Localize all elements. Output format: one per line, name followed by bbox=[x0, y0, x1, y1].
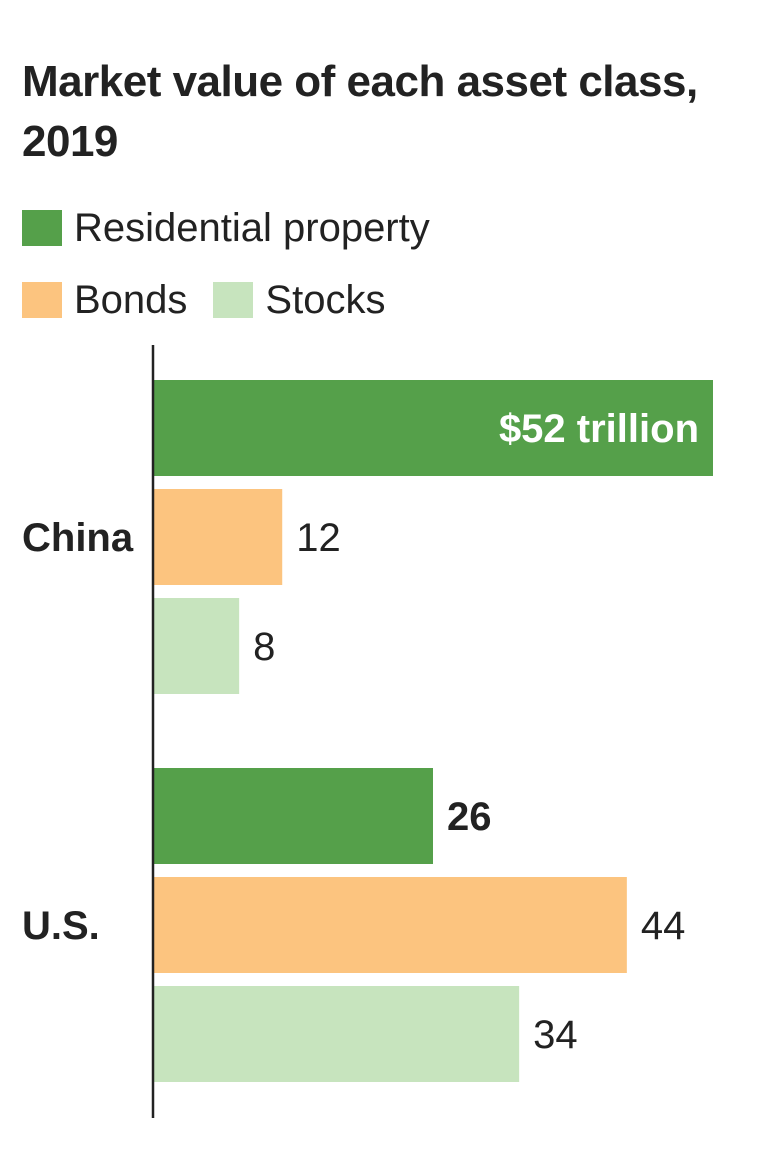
data-label-china-stocks: 8 bbox=[253, 625, 275, 669]
legend-swatch-bonds bbox=[22, 282, 62, 318]
data-label-us-stocks: 34 bbox=[533, 1013, 578, 1057]
chart-title: Market value of each asset class, 2019 bbox=[22, 57, 698, 166]
legend-swatch-residential bbox=[22, 210, 62, 246]
legend-item-bonds: Bonds bbox=[22, 278, 187, 323]
legend-item-stocks: Stocks bbox=[213, 278, 385, 323]
bar-china-stocks bbox=[153, 598, 240, 694]
bar-china-residential bbox=[153, 380, 713, 476]
legend-label-stocks: Stocks bbox=[265, 277, 386, 322]
data-label-china-residential: $52 trillion bbox=[499, 407, 699, 451]
data-label-us-residential: 26 bbox=[447, 795, 492, 839]
data-label-china-bonds: 12 bbox=[296, 516, 341, 560]
legend-item-residential: Residential property bbox=[22, 206, 430, 251]
legend-swatch-stocks bbox=[213, 282, 254, 318]
data-label-us-bonds: 44 bbox=[641, 904, 686, 948]
legend-row-1: Residential property bbox=[22, 206, 456, 251]
bar-us-residential bbox=[153, 768, 433, 864]
category-label-china: China bbox=[22, 516, 134, 560]
legend-row-2: Bonds Stocks bbox=[22, 278, 411, 323]
category-label-us: U.S. bbox=[22, 904, 100, 948]
legend-label-residential: Residential property bbox=[74, 205, 430, 250]
bar-us-stocks bbox=[153, 986, 520, 1082]
bar-china-bonds bbox=[153, 489, 283, 585]
legend-label-bonds: Bonds bbox=[74, 277, 188, 322]
bar-us-bonds bbox=[153, 877, 627, 973]
